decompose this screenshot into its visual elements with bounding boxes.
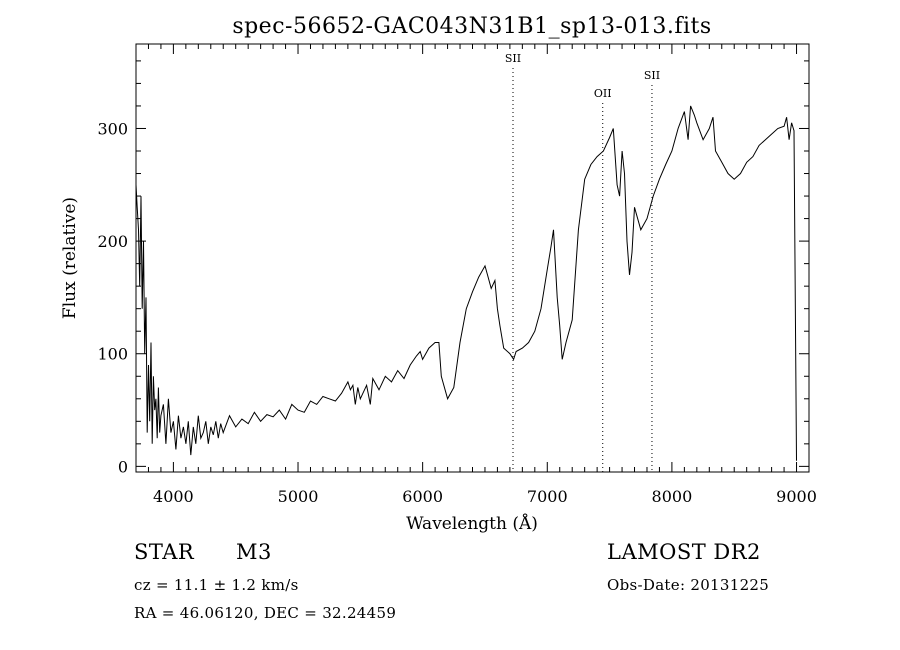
y-tick-label: 0 bbox=[118, 457, 128, 476]
emission-line-label: SII bbox=[644, 69, 660, 82]
y-tick-label: 200 bbox=[97, 232, 128, 251]
emission-line-label: OII bbox=[594, 87, 612, 100]
redshift-velocity: cz = 11.1 ± 1.2 km/s bbox=[134, 576, 299, 594]
coordinates: RA = 46.06120, DEC = 32.24459 bbox=[134, 604, 397, 622]
x-tick-label: 8000 bbox=[652, 487, 693, 506]
x-axis-label: Wavelength (Å) bbox=[406, 513, 538, 534]
emission-line-markers: SII OII SII bbox=[505, 52, 660, 472]
emission-line-label: SII bbox=[505, 52, 521, 65]
x-tick-label: 9000 bbox=[776, 487, 817, 506]
x-tick-label: 7000 bbox=[527, 487, 568, 506]
x-tick-label: 6000 bbox=[402, 487, 443, 506]
x-axis: 4000 5000 6000 7000 8000 9000 bbox=[147, 44, 817, 506]
chart-title: spec-56652-GAC043N31B1_sp13-013.fits bbox=[232, 14, 711, 39]
plot-frame bbox=[135, 43, 810, 473]
y-axis-label: Flux (relative) bbox=[60, 197, 80, 319]
survey-name: LAMOST DR2 bbox=[607, 540, 761, 564]
x-tick-label: 4000 bbox=[153, 487, 194, 506]
observation-date: Obs-Date: 20131225 bbox=[607, 576, 770, 594]
y-tick-label: 100 bbox=[97, 345, 128, 364]
object-type: STAR bbox=[134, 540, 195, 564]
y-tick-label: 300 bbox=[97, 119, 128, 138]
spectrum-line bbox=[135, 105, 797, 461]
object-class: M3 bbox=[236, 540, 272, 564]
y-axis: 0 100 200 300 bbox=[97, 60, 809, 476]
x-tick-label: 5000 bbox=[278, 487, 319, 506]
